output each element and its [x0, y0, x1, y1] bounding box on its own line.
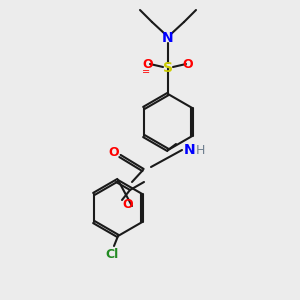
- Text: O: O: [123, 197, 133, 211]
- Text: N: N: [162, 31, 174, 45]
- Text: Cl: Cl: [105, 248, 119, 260]
- Text: =: =: [142, 67, 150, 77]
- Text: O: O: [183, 58, 193, 70]
- Text: O: O: [143, 58, 153, 70]
- Text: N: N: [184, 143, 196, 157]
- Text: S: S: [163, 61, 173, 75]
- Text: O: O: [109, 146, 119, 158]
- Text: H: H: [195, 143, 205, 157]
